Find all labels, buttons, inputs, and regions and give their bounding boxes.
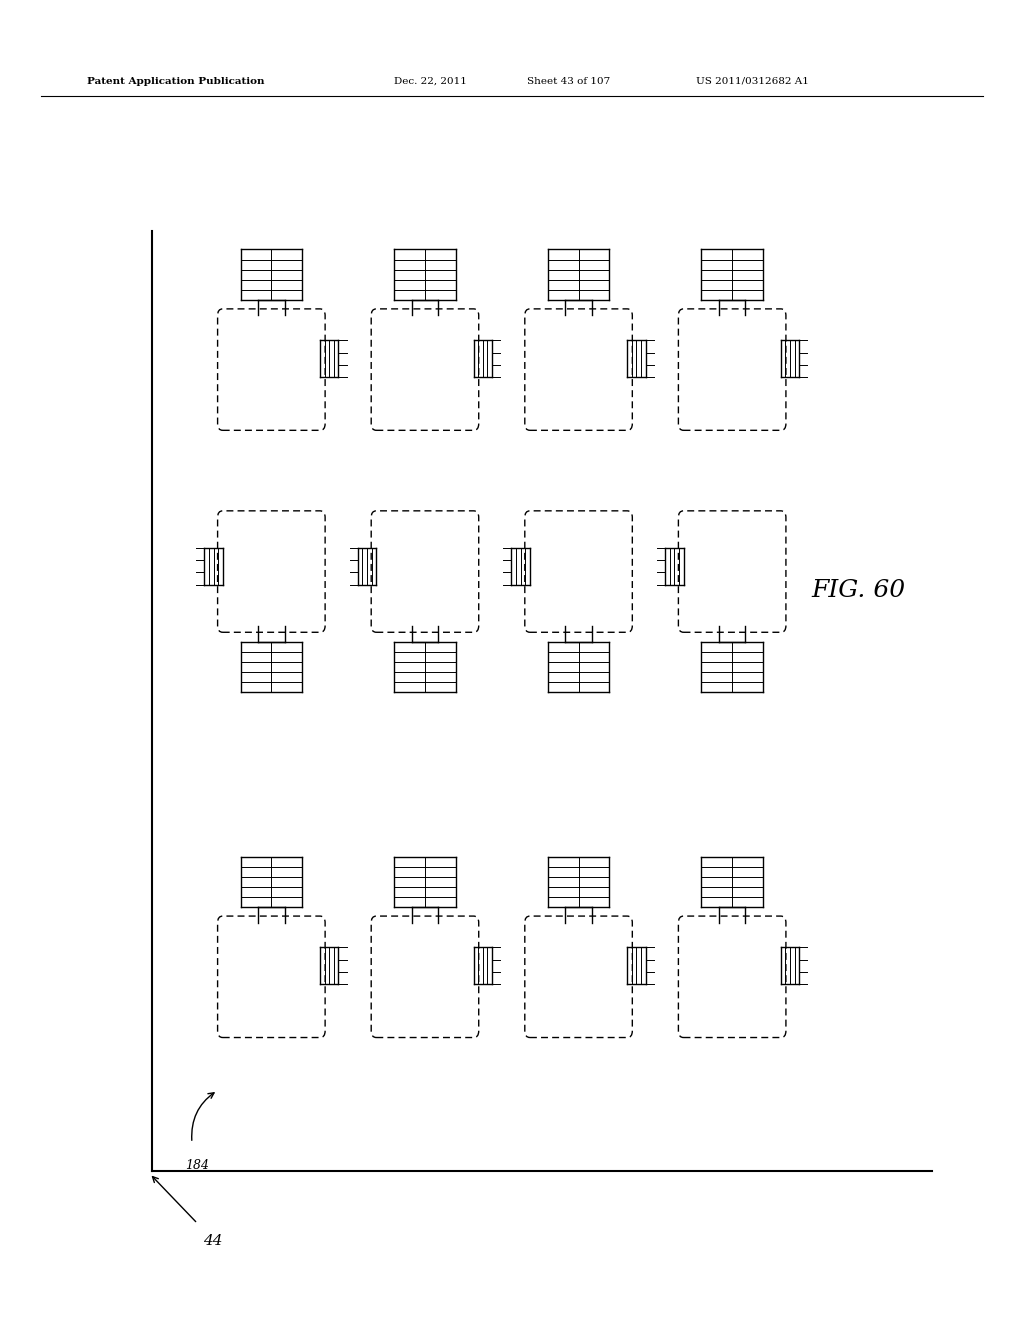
Text: 44: 44 (203, 1234, 222, 1249)
Text: FIG. 60: FIG. 60 (811, 578, 905, 602)
Text: Dec. 22, 2011: Dec. 22, 2011 (394, 77, 467, 86)
Text: 184: 184 (185, 1159, 209, 1172)
Text: Patent Application Publication: Patent Application Publication (87, 77, 264, 86)
Text: US 2011/0312682 A1: US 2011/0312682 A1 (696, 77, 809, 86)
Text: Sheet 43 of 107: Sheet 43 of 107 (527, 77, 610, 86)
